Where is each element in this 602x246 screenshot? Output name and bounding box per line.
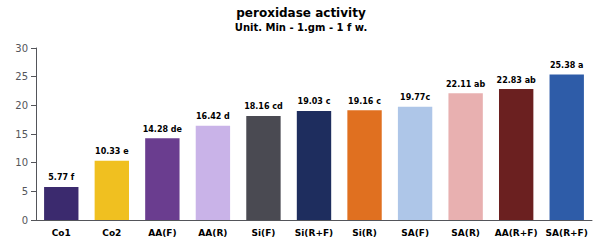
svg-text:Si(F): Si(F) [251,228,275,238]
svg-text:SA(R): SA(R) [451,228,480,238]
svg-text:AA(R): AA(R) [198,228,227,238]
svg-text:30: 30 [15,43,28,54]
svg-text:19.77c: 19.77c [400,93,430,102]
svg-text:Si(R): Si(R) [352,228,377,238]
svg-text:Co1: Co1 [52,228,71,238]
svg-text:22.83 ab: 22.83 ab [497,76,536,85]
svg-text:peroxidase activity: peroxidase activity [236,6,366,20]
svg-text:25: 25 [15,71,28,82]
svg-text:19.03 c: 19.03 c [298,97,331,106]
svg-text:20: 20 [15,100,28,111]
svg-text:SA(F): SA(F) [401,228,429,238]
svg-text:SA(R+F): SA(R+F) [546,228,588,238]
svg-text:Si(R+F): Si(R+F) [295,228,333,238]
svg-text:16.42 d: 16.42 d [196,112,230,121]
svg-text:22.11 ab: 22.11 ab [446,80,485,89]
svg-text:15: 15 [15,129,28,140]
svg-text:0: 0 [22,215,28,226]
svg-text:Co2: Co2 [102,228,121,238]
svg-text:10: 10 [15,157,28,168]
svg-text:5.77 f: 5.77 f [48,173,75,182]
svg-text:18.16 cd: 18.16 cd [244,102,283,111]
svg-text:10.33 e: 10.33 e [95,147,129,156]
svg-text:14.28 de: 14.28 de [143,125,183,134]
svg-text:19.16 c: 19.16 c [348,97,381,106]
svg-text:Unit. Min - 1.gm - 1 f w.: Unit. Min - 1.gm - 1 f w. [235,22,367,33]
svg-text:AA(R+F): AA(R+F) [495,228,538,238]
svg-text:AA(F): AA(F) [148,228,176,238]
svg-text:25.38 a: 25.38 a [550,61,584,70]
svg-text:5: 5 [22,186,28,197]
